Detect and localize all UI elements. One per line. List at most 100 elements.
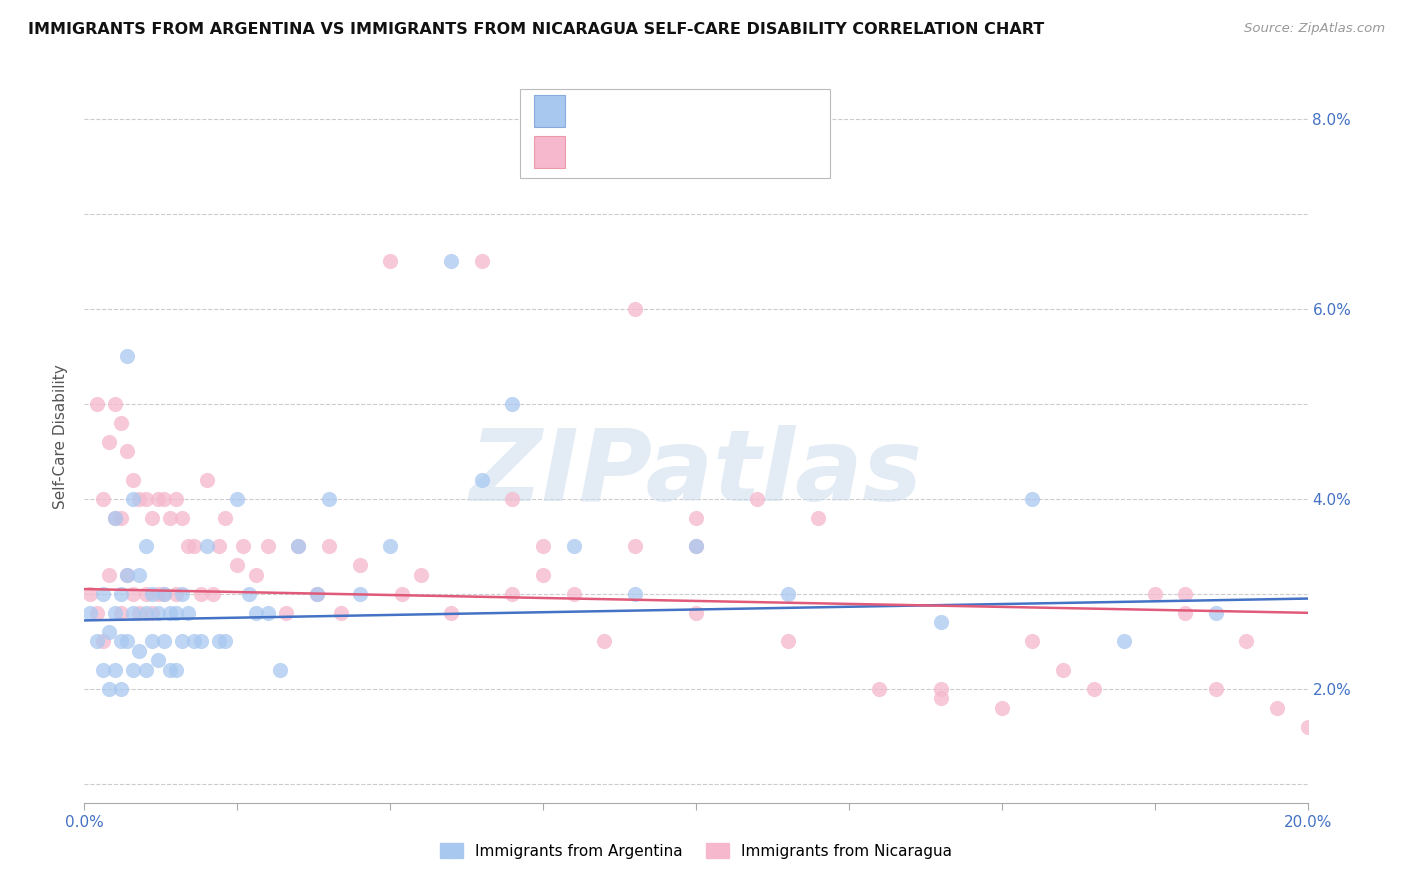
Point [929, 681, 952, 696]
Point [380, 254, 402, 268]
Point [177, 606, 200, 620]
Point [195, 473, 218, 487]
Point [685, 511, 707, 525]
Point [409, 567, 432, 582]
Text: R = -0.054  N = 80: R = -0.054 N = 80 [579, 143, 737, 161]
Point [177, 539, 200, 553]
Point [165, 587, 187, 601]
Point [685, 539, 707, 553]
Point [624, 539, 647, 553]
Point [159, 511, 181, 525]
Point [287, 539, 309, 553]
Point [531, 539, 554, 553]
Point [97, 624, 120, 639]
Point [349, 558, 371, 573]
Point [110, 511, 132, 525]
Point [214, 634, 236, 648]
Point [91, 491, 114, 506]
Point [238, 587, 260, 601]
Point [135, 491, 157, 506]
Point [110, 587, 132, 601]
Point [776, 587, 799, 601]
Point [349, 587, 371, 601]
Point [115, 444, 138, 458]
Point [141, 511, 163, 525]
Legend: Immigrants from Argentina, Immigrants from Nicaragua: Immigrants from Argentina, Immigrants fr… [434, 837, 957, 864]
Point [97, 434, 120, 449]
Point [135, 587, 157, 601]
Point [183, 634, 205, 648]
Point [991, 701, 1014, 715]
Point [929, 691, 952, 706]
Point [502, 397, 524, 411]
Point [141, 634, 163, 648]
Point [1296, 720, 1319, 734]
Point [1174, 587, 1197, 601]
Point [305, 587, 328, 601]
Point [201, 587, 224, 601]
Point [471, 473, 494, 487]
Point [91, 587, 114, 601]
Point [1021, 491, 1043, 506]
Point [195, 539, 218, 553]
Point [208, 539, 231, 553]
Point [91, 663, 114, 677]
Point [257, 539, 280, 553]
Text: -0.054  N = 80: -0.054 N = 80 [619, 143, 740, 161]
Point [86, 397, 108, 411]
Point [502, 587, 524, 601]
Point [115, 567, 138, 582]
Point [1083, 681, 1105, 696]
Point [91, 634, 114, 648]
Point [226, 558, 249, 573]
Point [104, 397, 127, 411]
Text: Source: ZipAtlas.com: Source: ZipAtlas.com [1244, 22, 1385, 36]
Point [440, 254, 463, 268]
Point [165, 491, 187, 506]
Point [685, 606, 707, 620]
Text: IMMIGRANTS FROM ARGENTINA VS IMMIGRANTS FROM NICARAGUA SELF-CARE DISABILITY CORR: IMMIGRANTS FROM ARGENTINA VS IMMIGRANTS … [28, 22, 1045, 37]
Point [115, 634, 138, 648]
Point [122, 491, 145, 506]
Point [305, 587, 328, 601]
Point [245, 567, 267, 582]
Text: R =  0.047  N = 62: R = 0.047 N = 62 [579, 102, 737, 120]
Point [747, 491, 769, 506]
Point [104, 606, 127, 620]
Point [471, 254, 494, 268]
Point [153, 491, 176, 506]
Point [135, 539, 157, 553]
Point [128, 491, 150, 506]
Point [79, 606, 101, 620]
Point [269, 663, 291, 677]
Point [624, 587, 647, 601]
Point [79, 587, 101, 601]
Point [153, 587, 176, 601]
Point [110, 606, 132, 620]
Point [115, 349, 138, 363]
Point [208, 634, 231, 648]
Point [153, 587, 176, 601]
Point [146, 491, 169, 506]
Point [104, 511, 127, 525]
Point [183, 539, 205, 553]
Point [135, 606, 157, 620]
Point [104, 663, 127, 677]
Point [153, 634, 176, 648]
Point [287, 539, 309, 553]
Text: 0.047  N = 62: 0.047 N = 62 [619, 102, 740, 120]
Point [502, 491, 524, 506]
Point [245, 606, 267, 620]
Point [165, 663, 187, 677]
Point [440, 606, 463, 620]
Point [562, 587, 585, 601]
Point [135, 663, 157, 677]
Point [122, 587, 145, 601]
Point [276, 606, 298, 620]
Point [128, 644, 150, 658]
Point [190, 587, 212, 601]
Point [122, 473, 145, 487]
Point [110, 681, 132, 696]
Point [330, 606, 353, 620]
Point [391, 587, 413, 601]
